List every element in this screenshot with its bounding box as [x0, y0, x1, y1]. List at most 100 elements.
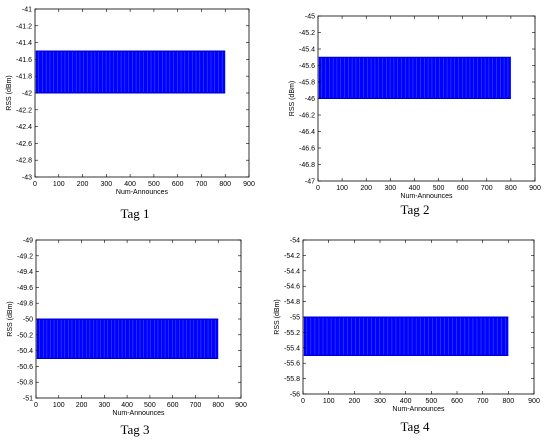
rss-trace-lines: [306, 318, 506, 355]
y-tick-label: -46.8: [299, 162, 315, 169]
x-tick-label: 700: [196, 181, 208, 188]
rss-band: [35, 51, 226, 93]
y-tick-label: -42.4: [16, 124, 32, 131]
x-tick-label: 0: [33, 181, 37, 188]
x-tick-label: 300: [384, 185, 396, 192]
x-tick-label: 400: [400, 398, 412, 405]
x-tick-label: 700: [190, 402, 202, 409]
x-tick-label: 900: [528, 398, 540, 405]
y-tick-label: -50.6: [17, 364, 33, 371]
y-tick-label: -46.2: [299, 113, 315, 120]
x-tick-label: 500: [433, 185, 445, 192]
y-tick-label: -49.2: [17, 253, 33, 260]
x-tick-label: 100: [336, 185, 348, 192]
y-tick-label: -42.6: [16, 141, 32, 148]
y-tick-label: -54.2: [284, 253, 300, 260]
x-tick-label: 700: [477, 398, 489, 405]
y-tick-label: -54.4: [284, 268, 300, 275]
y-tick-label: -49: [23, 238, 33, 245]
chart-panel-4: 0 100 200 300 400 500 600 700 800 900 -56 -55.8 -55.…: [274, 238, 540, 435]
y-tick-label: -50.2: [17, 332, 33, 339]
x-tick-label: 500: [148, 181, 160, 188]
y-tick-label: -54.6: [284, 284, 300, 291]
y-tick-label: -55: [290, 315, 300, 322]
y-tick-label: -55.2: [284, 330, 300, 337]
y-axis-label: RSS (dBm): [7, 301, 14, 336]
y-tick-label: -50: [23, 317, 33, 324]
y-tick-label: -45.6: [299, 63, 315, 70]
y-axis-label: RSS (dBm): [289, 81, 296, 116]
y-axis-label: RSS (dBm): [6, 75, 13, 110]
x-tick-label: 300: [100, 181, 112, 188]
y-tick-label: -41.6: [16, 57, 32, 64]
y-tick-label: -42.2: [16, 107, 32, 114]
x-tick-label: 600: [167, 402, 179, 409]
y-tick-label: -45: [305, 14, 315, 21]
y-tick-label: -49.8: [17, 301, 33, 308]
x-tick-label: 400: [121, 402, 133, 409]
rss-band: [303, 317, 509, 356]
x-tick-label: 500: [144, 402, 156, 409]
x-tick-label: 0: [301, 398, 305, 405]
y-tick-label: -43: [22, 175, 32, 182]
panel-caption: Tag 3: [120, 422, 149, 437]
x-tick-label: 800: [219, 181, 231, 188]
y-tick-label: -49.6: [17, 285, 33, 292]
x-tick-label: 800: [212, 402, 224, 409]
y-tick-label: -49.4: [17, 269, 33, 276]
y-tick-label: -41.2: [16, 23, 32, 30]
x-tick-label: 200: [76, 402, 88, 409]
x-axis-label: Num-Announces: [400, 193, 453, 200]
x-axis-label: Num-Announces: [116, 189, 169, 196]
rss-trace-lines: [321, 58, 509, 98]
x-tick-label: 200: [348, 398, 360, 405]
y-tick-label: -56: [290, 392, 300, 399]
x-tick-label: 900: [529, 185, 541, 192]
y-tick-label: -54: [290, 238, 300, 245]
y-tick-label: -55.6: [284, 361, 300, 368]
x-tick-label: 300: [374, 398, 386, 405]
rss-trace-lines: [39, 320, 216, 358]
y-tick-label: -45.4: [299, 47, 315, 54]
y-tick-label: -50.8: [17, 380, 33, 387]
y-tick-label: -41.8: [16, 74, 32, 81]
x-tick-label: 300: [98, 402, 110, 409]
x-tick-label: 0: [34, 402, 38, 409]
x-tick-label: 400: [409, 185, 421, 192]
x-tick-label: 100: [53, 402, 65, 409]
y-tick-label: -41: [22, 7, 32, 14]
x-axis-label: Num-Announces: [112, 410, 165, 417]
panel-caption: Tag 4: [400, 419, 430, 434]
y-tick-label: -50.4: [17, 348, 33, 355]
x-tick-label: 600: [451, 398, 463, 405]
chart-panel-3: 0 100 200 300 400 500 600 700 800 900 -51 -50.8 -50.…: [7, 238, 247, 438]
x-tick-label: 400: [124, 181, 136, 188]
chart-panel-2: 0 100 200 300 400 500 600 700 800 900 -47 -46.8 -46.…: [289, 14, 541, 218]
x-tick-label: 100: [53, 181, 65, 188]
y-tick-label: -46.4: [299, 129, 315, 136]
x-tick-label: 900: [235, 402, 247, 409]
x-tick-label: 700: [481, 185, 493, 192]
y-tick-label: -51: [23, 396, 33, 403]
rss-band: [318, 57, 511, 99]
y-tick-label: -42: [22, 91, 32, 98]
x-tick-label: 200: [360, 185, 372, 192]
x-tick-label: 600: [457, 185, 469, 192]
panel-caption: Tag 2: [400, 202, 429, 217]
rss-band: [36, 319, 219, 359]
x-tick-label: 800: [505, 185, 517, 192]
y-tick-label: -55.4: [284, 345, 300, 352]
y-tick-label: -47: [305, 179, 315, 186]
y-tick-label: -55.8: [284, 376, 300, 383]
x-tick-label: 200: [77, 181, 89, 188]
x-tick-label: 100: [323, 398, 335, 405]
y-tick-label: -54.8: [284, 299, 300, 306]
x-tick-label: 800: [502, 398, 514, 405]
y-tick-label: -46: [305, 96, 315, 103]
x-tick-label: 900: [243, 181, 255, 188]
y-tick-label: -42.8: [16, 158, 32, 165]
panel-caption: Tag 1: [120, 206, 149, 221]
x-axis-label: Num-Announces: [392, 406, 445, 413]
y-tick-label: -45.8: [299, 80, 315, 87]
